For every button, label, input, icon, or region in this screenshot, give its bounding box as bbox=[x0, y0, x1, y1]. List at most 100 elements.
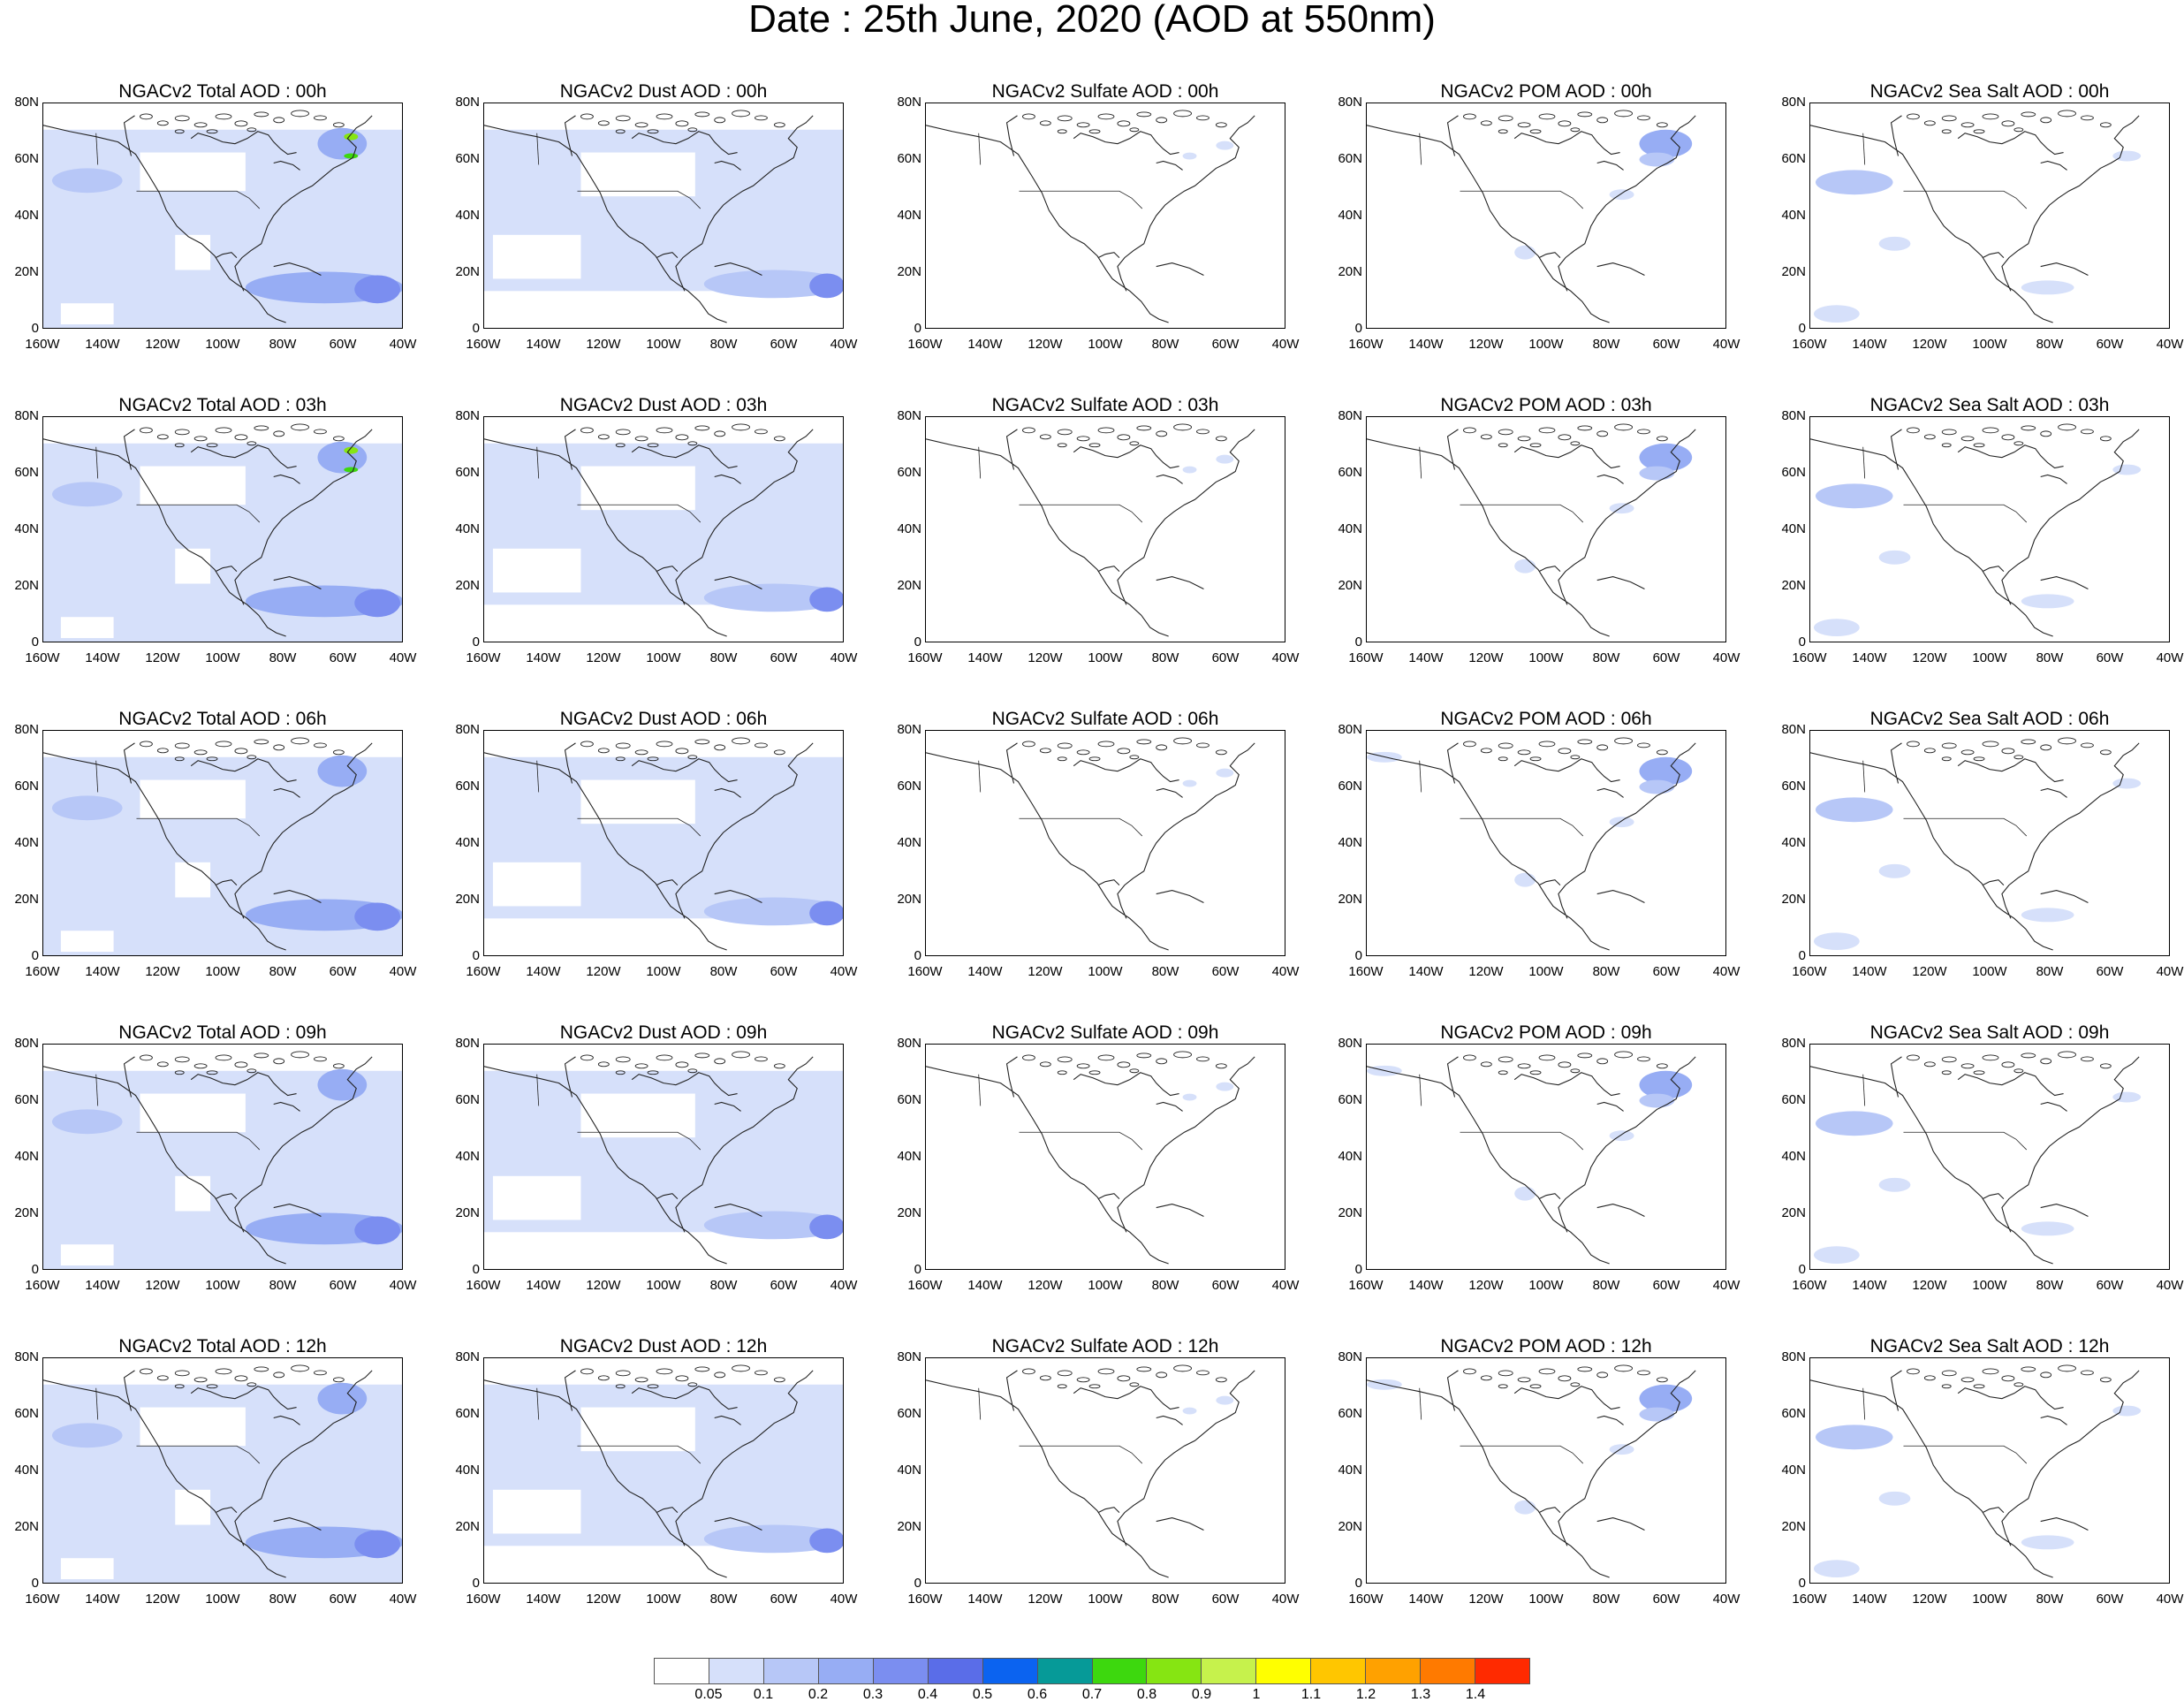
panel-title: NGACv2 Total AOD : 00h bbox=[118, 81, 327, 102]
aod-field-clear bbox=[580, 1093, 695, 1138]
country-border bbox=[1862, 1074, 1866, 1106]
arctic-island bbox=[1196, 429, 1210, 435]
arctic-island bbox=[1480, 434, 1492, 440]
map-plot-area bbox=[1809, 1357, 2170, 1584]
arctic-island bbox=[634, 1063, 648, 1069]
arctic-island bbox=[732, 110, 750, 118]
arctic-island bbox=[206, 756, 218, 762]
x-tick-label: 160W bbox=[1348, 650, 1384, 665]
x-tick-label: 80W bbox=[709, 964, 738, 979]
aod-field-light bbox=[1514, 1500, 1536, 1515]
arctic-island bbox=[193, 436, 208, 442]
aod-field-light bbox=[1609, 189, 1634, 201]
arctic-island bbox=[1022, 1054, 1035, 1061]
map-plot-area bbox=[483, 1357, 844, 1584]
aod-field-clear bbox=[492, 862, 581, 907]
x-tick-label: 60W bbox=[1211, 1278, 1240, 1293]
aod-field-clear bbox=[140, 779, 246, 819]
arctic-island bbox=[1215, 1377, 1227, 1383]
arctic-island bbox=[1463, 1368, 1476, 1375]
y-tick-label: 40N bbox=[1781, 835, 1806, 850]
colorbar-label: 1 bbox=[1252, 1687, 1261, 1702]
x-tick-label: 60W bbox=[770, 337, 798, 352]
arctic-island bbox=[314, 1056, 327, 1062]
arctic-island bbox=[675, 1061, 689, 1068]
arctic-island bbox=[2099, 122, 2112, 128]
country-border bbox=[577, 190, 701, 209]
aod-field-clear bbox=[175, 234, 211, 270]
x-tick-label: 120W bbox=[1028, 1592, 1063, 1607]
arctic-island bbox=[1517, 749, 1531, 756]
arctic-island bbox=[1529, 756, 1542, 762]
x-tick-label: 60W bbox=[1211, 337, 1240, 352]
y-tick-label: 60N bbox=[897, 779, 921, 794]
y-tick-label: 80N bbox=[897, 95, 921, 110]
x-tick-label: 60W bbox=[1211, 1592, 1240, 1607]
map-plot-area bbox=[1809, 103, 2170, 329]
coastline bbox=[484, 1370, 814, 1578]
arctic-island bbox=[1498, 1070, 1508, 1075]
y-tick-label: 20N bbox=[14, 578, 39, 593]
arctic-island bbox=[687, 1382, 698, 1387]
x-tick-label: 100W bbox=[1088, 650, 1123, 665]
arctic-island bbox=[1097, 1054, 1115, 1061]
aod-field-clear bbox=[140, 466, 246, 505]
aod-field-moderate bbox=[51, 1109, 123, 1135]
arctic-island bbox=[1088, 756, 1101, 762]
arctic-island bbox=[1558, 120, 1572, 127]
map-svg bbox=[1367, 110, 1696, 323]
x-tick-label: 160W bbox=[1792, 1278, 1827, 1293]
y-tick-label: 60N bbox=[897, 465, 921, 480]
panel-title: NGACv2 Total AOD : 06h bbox=[118, 709, 327, 729]
x-tick-label: 140W bbox=[526, 1592, 561, 1607]
x-tick-label: 160W bbox=[1348, 337, 1384, 352]
colorbar-swatch bbox=[1147, 1659, 1202, 1683]
coastline bbox=[1810, 742, 2140, 951]
arctic-island bbox=[2040, 430, 2052, 437]
y-tick-label: 60N bbox=[897, 1406, 921, 1421]
arctic-island bbox=[2099, 1063, 2112, 1069]
arctic-island bbox=[1057, 1070, 1067, 1075]
arctic-island bbox=[273, 1371, 285, 1379]
country-border bbox=[978, 1387, 982, 1420]
arctic-island bbox=[1558, 434, 1572, 441]
x-tick-label: 160W bbox=[1792, 337, 1827, 352]
arctic-island bbox=[714, 430, 726, 437]
x-tick-label: 160W bbox=[25, 964, 60, 979]
y-tick-label: 80N bbox=[897, 722, 921, 737]
aod-field-clear bbox=[140, 1093, 246, 1133]
map-svg bbox=[484, 1051, 843, 1269]
aod-field-clear bbox=[175, 1489, 211, 1525]
aod-field-clear bbox=[580, 152, 695, 197]
arctic-island bbox=[215, 113, 232, 120]
aod-field-light bbox=[1182, 1093, 1197, 1101]
x-tick-label: 140W bbox=[85, 1278, 120, 1293]
map-panel-dust-0: NGACv2 Dust AOD : 00h bbox=[483, 81, 844, 329]
colorbar-swatch bbox=[1037, 1659, 1093, 1683]
x-tick-label: 140W bbox=[1852, 337, 1887, 352]
y-tick-label: 20N bbox=[1338, 578, 1362, 593]
arctic-island bbox=[193, 122, 208, 128]
arctic-island bbox=[140, 427, 153, 434]
arctic-island bbox=[1129, 755, 1140, 760]
arctic-island bbox=[193, 1377, 208, 1383]
aod-field-light bbox=[1182, 466, 1197, 474]
y-tick-label: 80N bbox=[1781, 408, 1806, 423]
aod-field-moderate bbox=[703, 270, 843, 299]
arctic-island bbox=[1614, 737, 1633, 745]
map-svg bbox=[926, 1364, 1255, 1578]
y-tick-label: 80N bbox=[14, 95, 39, 110]
arctic-island bbox=[1960, 1063, 1975, 1069]
arctic-island bbox=[1136, 739, 1152, 745]
arctic-island bbox=[1941, 742, 1957, 749]
map-plot-area bbox=[42, 103, 403, 329]
arctic-island bbox=[615, 429, 631, 436]
panel-title: NGACv2 POM AOD : 00h bbox=[1440, 81, 1652, 102]
coastline bbox=[484, 742, 814, 951]
arctic-island bbox=[174, 129, 185, 134]
x-tick-label: 80W bbox=[2036, 650, 2064, 665]
y-tick-label: 40N bbox=[455, 1463, 480, 1478]
arctic-island bbox=[1076, 436, 1090, 442]
x-tick-label: 120W bbox=[1912, 337, 1947, 352]
x-tick-label: 140W bbox=[1408, 1278, 1444, 1293]
